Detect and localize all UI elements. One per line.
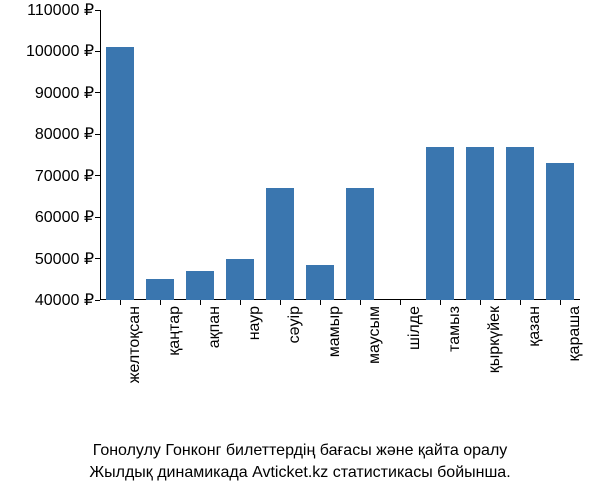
x-tick-mark bbox=[320, 300, 321, 305]
y-tick-mark bbox=[95, 217, 100, 218]
x-tick-mark bbox=[480, 300, 481, 305]
x-tick-mark bbox=[280, 300, 281, 305]
y-tick-mark bbox=[95, 258, 100, 259]
bar bbox=[546, 163, 574, 300]
caption-line: Жылдық динамикада Avticket.kz статистика… bbox=[0, 462, 600, 484]
y-tick-label: 50000 ₽ bbox=[35, 249, 100, 269]
chart-container: 40000 ₽ 50000 ₽ 60000 ₽ 70000 ₽ 80000 ₽ 90000… bbox=[0, 0, 600, 500]
x-tick-label: қаңтар bbox=[166, 306, 184, 356]
y-tick-mark bbox=[95, 175, 100, 176]
x-tick-mark bbox=[520, 300, 521, 305]
bar bbox=[426, 147, 454, 300]
y-tick-mark bbox=[95, 51, 100, 52]
x-tick-mark bbox=[360, 300, 361, 305]
y-tick-mark bbox=[95, 134, 100, 135]
x-tick-mark bbox=[200, 300, 201, 305]
x-tick-label: маусым bbox=[366, 306, 384, 364]
bar bbox=[266, 188, 294, 300]
x-tick-label: қазан bbox=[526, 306, 544, 347]
y-tick-label: 90000 ₽ bbox=[35, 83, 100, 103]
y-tick-mark bbox=[95, 10, 100, 11]
bars-group bbox=[100, 10, 580, 300]
x-tick-mark bbox=[120, 300, 121, 305]
y-tick-label: 40000 ₽ bbox=[35, 290, 100, 310]
x-tick-label: қараша bbox=[566, 306, 584, 361]
x-tick-mark bbox=[440, 300, 441, 305]
x-tick-mark bbox=[400, 300, 401, 305]
x-tick-label: ақпан bbox=[206, 306, 224, 348]
bar bbox=[466, 147, 494, 300]
bar bbox=[106, 47, 134, 300]
y-tick-label: 80000 ₽ bbox=[35, 124, 100, 144]
x-tick-label: наур bbox=[246, 306, 264, 340]
x-tick-mark bbox=[560, 300, 561, 305]
y-tick-label: 100000 ₽ bbox=[26, 41, 100, 61]
x-tick-label: тамыз bbox=[446, 306, 464, 352]
bar bbox=[506, 147, 534, 300]
x-tick-mark bbox=[160, 300, 161, 305]
chart-caption: Гонолулу Гонконг билеттердің бағасы және… bbox=[0, 440, 600, 483]
bar bbox=[226, 259, 254, 300]
x-tick-label: қыркүйек bbox=[486, 306, 504, 373]
x-tick-label: желтоқсан bbox=[126, 306, 144, 383]
y-tick-label: 110000 ₽ bbox=[27, 0, 100, 20]
y-tick-mark bbox=[95, 300, 100, 301]
bar bbox=[306, 265, 334, 300]
x-tick-label: сәуір bbox=[286, 306, 304, 343]
plot-area: 40000 ₽50000 ₽60000 ₽70000 ₽80000 ₽90000… bbox=[100, 10, 580, 300]
x-tick-label: шілде bbox=[406, 306, 424, 350]
x-tick-mark bbox=[240, 300, 241, 305]
y-tick-mark bbox=[95, 92, 100, 93]
y-tick-label: 70000 ₽ bbox=[35, 166, 100, 186]
bar bbox=[146, 279, 174, 300]
bar bbox=[186, 271, 214, 300]
bar bbox=[346, 188, 374, 300]
y-tick-label: 60000 ₽ bbox=[35, 207, 100, 227]
x-tick-label: мамыр bbox=[326, 306, 344, 357]
caption-line: Гонолулу Гонконг билеттердің бағасы және… bbox=[0, 440, 600, 462]
